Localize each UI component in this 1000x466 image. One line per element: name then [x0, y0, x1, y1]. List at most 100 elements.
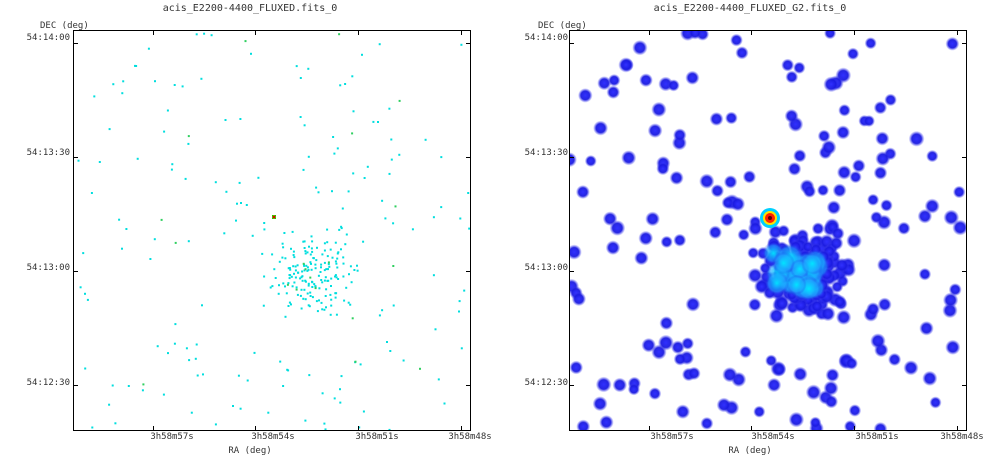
smoothed-blob	[845, 357, 858, 370]
smoothed-blob	[618, 57, 634, 73]
photon-pixel	[84, 292, 86, 295]
smoothed-blob	[638, 230, 654, 246]
photon-pixel	[185, 347, 188, 350]
smoothed-blob	[667, 79, 680, 92]
smoothed-blob	[823, 76, 840, 93]
smoothed-blob	[595, 376, 612, 393]
smoothed-blob	[592, 396, 608, 412]
photon-pixel	[171, 163, 174, 166]
smoothed-blob	[805, 384, 822, 401]
smoothed-blob	[673, 233, 687, 247]
photon-pixel	[344, 83, 347, 85]
photon-pixel	[187, 142, 190, 145]
photon-pixel	[304, 280, 307, 283]
photon-pixel	[310, 247, 313, 250]
photon-pixel	[141, 389, 144, 392]
photon-pixel	[237, 374, 240, 377]
smoothed-blob	[730, 196, 746, 212]
smoothed-blob	[647, 123, 663, 138]
photon-pixel	[363, 177, 366, 179]
photon-pixel	[251, 234, 254, 237]
photon-pixel	[362, 410, 365, 413]
axis-tick	[649, 426, 650, 430]
y-axis-label: DEC (deg)	[538, 21, 587, 31]
photon-pixel	[304, 268, 307, 271]
photon-pixel	[334, 296, 337, 299]
photon-pixel	[154, 80, 156, 83]
photon-pixel	[244, 40, 247, 43]
photon-pixel	[239, 407, 242, 410]
smoothed-blob	[873, 422, 888, 430]
axis-tick	[751, 426, 752, 430]
photon-pixel	[283, 232, 286, 234]
photon-pixel	[292, 265, 295, 268]
smoothed-blob	[810, 299, 824, 314]
photon-pixel	[238, 181, 241, 184]
smoothed-blob	[657, 334, 674, 351]
smoothed-blob	[793, 149, 807, 163]
photon-pixel	[77, 159, 80, 162]
smoothed-blob	[852, 159, 866, 173]
photon-pixel	[335, 262, 338, 265]
photon-pixel	[271, 285, 274, 288]
photon-pixel	[334, 292, 337, 295]
photon-pixel	[278, 284, 280, 287]
photon-pixel	[327, 263, 330, 266]
photon-pixel	[121, 92, 124, 95]
photon-pixel	[312, 257, 315, 260]
photon-pixel	[310, 268, 313, 271]
photon-pixel	[147, 47, 150, 50]
photon-pixel	[308, 374, 311, 377]
smoothed-blob	[742, 170, 757, 184]
photon-pixel	[214, 423, 217, 426]
photon-pixel	[325, 268, 328, 271]
y-tick-label: 54:13:30	[26, 148, 70, 158]
photon-pixel	[303, 247, 306, 249]
smoothed-blob	[710, 184, 725, 198]
photon-pixel	[174, 323, 177, 326]
photon-pixel	[309, 253, 312, 256]
fits-image-raw[interactable]	[73, 30, 471, 431]
smoothed-blob	[792, 366, 808, 382]
photon-pixel	[295, 288, 298, 291]
photon-pixel	[326, 255, 329, 258]
photon-pixel	[325, 288, 328, 291]
smoothed-blob	[720, 212, 734, 227]
photon-pixel	[324, 276, 327, 279]
photon-pixel	[318, 287, 321, 290]
photon-pixel	[281, 242, 284, 245]
photon-pixel	[236, 202, 238, 205]
photon-pixel	[318, 299, 320, 302]
photon-pixel	[167, 352, 169, 355]
fits-image-smoothed[interactable]	[569, 30, 967, 431]
photon-pixel	[232, 405, 234, 407]
photon-pixel	[328, 265, 331, 268]
smoothed-blob	[675, 404, 691, 420]
photon-pixel	[310, 262, 312, 265]
photon-pixel	[332, 136, 335, 138]
smoothed-blob	[873, 101, 888, 115]
smoothed-blob	[948, 283, 962, 297]
photon-pixel	[282, 246, 285, 249]
photon-pixel	[336, 147, 339, 150]
diffuse-emission	[772, 251, 795, 275]
photon-pixel	[347, 190, 350, 193]
photon-pixel	[202, 373, 204, 376]
photon-pixel	[287, 282, 290, 285]
photon-pixel	[434, 328, 437, 331]
axis-tick	[358, 31, 359, 35]
photon-pixel	[331, 190, 333, 193]
photon-pixel	[187, 240, 190, 243]
image-panel-raw: acis_E2200-4400_FLUXED.fits_0 DEC (deg) …	[26, 3, 492, 456]
photon-pixel	[411, 228, 414, 231]
photon-pixel	[274, 277, 277, 279]
smoothed-blob	[609, 220, 626, 236]
photon-pixel	[163, 130, 166, 133]
photon-pixel	[354, 360, 357, 363]
y-tick-label: 54:12:30	[524, 378, 568, 388]
photon-pixel	[284, 315, 287, 318]
photon-pixel	[287, 305, 290, 307]
photon-pixel	[153, 238, 156, 241]
smoothed-blob	[867, 193, 880, 206]
photon-pixel	[330, 298, 333, 301]
